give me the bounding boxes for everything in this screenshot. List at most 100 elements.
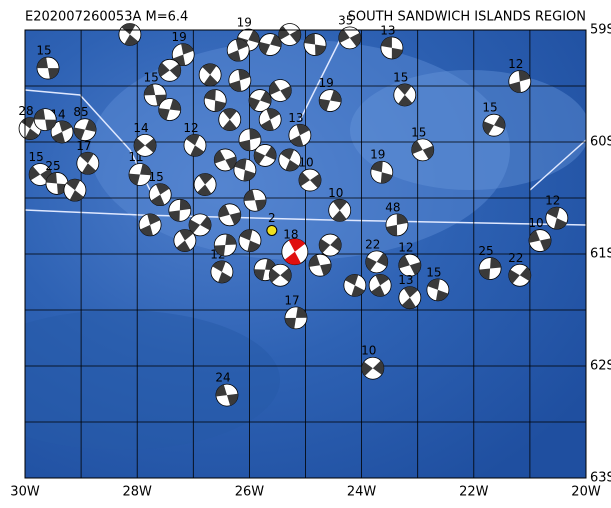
lat-tick-label: 62S xyxy=(590,359,611,374)
depth-label: 25 xyxy=(45,159,60,173)
compressional-quadrant xyxy=(371,161,383,173)
compressional-quadrant xyxy=(398,94,413,106)
beachball xyxy=(545,206,569,230)
lon-tick-label: 30W xyxy=(10,485,40,500)
compressional-quadrant xyxy=(396,213,408,225)
beachball xyxy=(361,356,385,380)
compressional-quadrant xyxy=(190,145,204,157)
lat-tick-label: 59S xyxy=(590,23,611,38)
beachball xyxy=(298,168,322,192)
compressional-quadrant xyxy=(493,115,505,130)
compressional-quadrant xyxy=(169,63,181,78)
compressional-quadrant xyxy=(391,47,403,59)
compressional-quadrant xyxy=(375,274,390,286)
compressional-quadrant xyxy=(381,36,392,48)
compressional-quadrant xyxy=(290,135,304,147)
depth-label: 15 xyxy=(144,70,159,84)
beachball xyxy=(50,120,74,144)
beachball xyxy=(343,273,367,297)
beachball xyxy=(398,286,422,310)
compressional-quadrant xyxy=(380,172,393,184)
compressional-quadrant xyxy=(134,138,146,153)
lon-tick-label: 20W xyxy=(571,485,601,500)
beachball xyxy=(385,213,409,237)
compressional-quadrant xyxy=(259,41,271,55)
beachball xyxy=(303,33,327,56)
beachball xyxy=(258,108,282,131)
depth-label: 22 xyxy=(508,251,523,265)
compressional-quadrant xyxy=(435,289,449,301)
compressional-quadrant xyxy=(479,268,491,280)
beachball xyxy=(368,273,392,297)
compressional-quadrant xyxy=(34,108,46,120)
compressional-quadrant xyxy=(518,70,531,82)
beachball xyxy=(318,89,342,112)
beachball xyxy=(33,108,57,131)
compressional-quadrant xyxy=(254,269,266,281)
compressional-quadrant xyxy=(519,266,531,281)
compressional-quadrant xyxy=(332,210,347,222)
compressional-quadrant xyxy=(200,216,212,231)
compressional-quadrant xyxy=(85,119,97,132)
compressional-quadrant xyxy=(265,146,277,160)
beachball xyxy=(268,263,292,287)
depth-label: 13 xyxy=(398,273,413,287)
compressional-quadrant xyxy=(229,212,241,225)
compressional-quadrant xyxy=(234,159,247,170)
beachball xyxy=(328,198,352,222)
compressional-quadrant xyxy=(58,120,72,132)
compressional-quadrant xyxy=(218,204,230,218)
compressional-quadrant xyxy=(386,224,398,236)
compressional-quadrant xyxy=(411,140,423,154)
compressional-quadrant xyxy=(365,256,377,271)
compressional-quadrant xyxy=(284,317,296,329)
beachball xyxy=(393,83,417,107)
compressional-quadrant xyxy=(270,34,282,48)
beachball xyxy=(188,213,212,237)
depth-label: 24 xyxy=(215,371,230,385)
compressional-quadrant xyxy=(37,57,49,69)
lon-tick-label: 26W xyxy=(235,485,265,500)
beachball xyxy=(398,253,422,277)
lat-tick-label: 61S xyxy=(590,247,611,262)
compressional-quadrant xyxy=(546,207,560,219)
compressional-quadrant xyxy=(202,63,217,75)
beachball xyxy=(233,158,257,182)
compressional-quadrant xyxy=(185,134,200,146)
beachball xyxy=(238,229,262,252)
beachball xyxy=(203,89,227,112)
compressional-quadrant xyxy=(309,254,321,267)
beachball xyxy=(36,56,60,80)
compressional-quadrant xyxy=(280,86,292,100)
lat-tick-label: 63S xyxy=(590,471,611,486)
compressional-quadrant xyxy=(145,138,157,153)
depth-label: 48 xyxy=(385,200,400,214)
beachball xyxy=(128,163,152,186)
compressional-quadrant xyxy=(218,271,232,283)
beachball xyxy=(268,79,292,102)
compressional-quadrant xyxy=(203,74,218,86)
compressional-quadrant xyxy=(427,278,440,290)
beachball xyxy=(308,253,332,277)
depth-label: 15 xyxy=(149,170,164,184)
compressional-quadrant xyxy=(204,89,216,101)
beachball xyxy=(482,113,506,137)
compressional-quadrant xyxy=(249,128,261,140)
compressional-quadrant xyxy=(243,170,256,181)
compressional-quadrant xyxy=(169,99,181,111)
compressional-quadrant xyxy=(181,43,194,55)
compressional-quadrant xyxy=(422,145,434,160)
compressional-quadrant xyxy=(66,179,81,191)
depth-label: 2 xyxy=(268,211,276,225)
beachball xyxy=(411,138,435,162)
compressional-quadrant xyxy=(239,229,253,241)
compressional-quadrant xyxy=(228,50,241,62)
beachball xyxy=(258,33,282,56)
compressional-quadrant xyxy=(215,384,227,397)
depth-label: 19 xyxy=(370,148,385,162)
beachball xyxy=(238,128,262,152)
compressional-quadrant xyxy=(320,263,332,276)
compressional-quadrant xyxy=(247,240,261,252)
